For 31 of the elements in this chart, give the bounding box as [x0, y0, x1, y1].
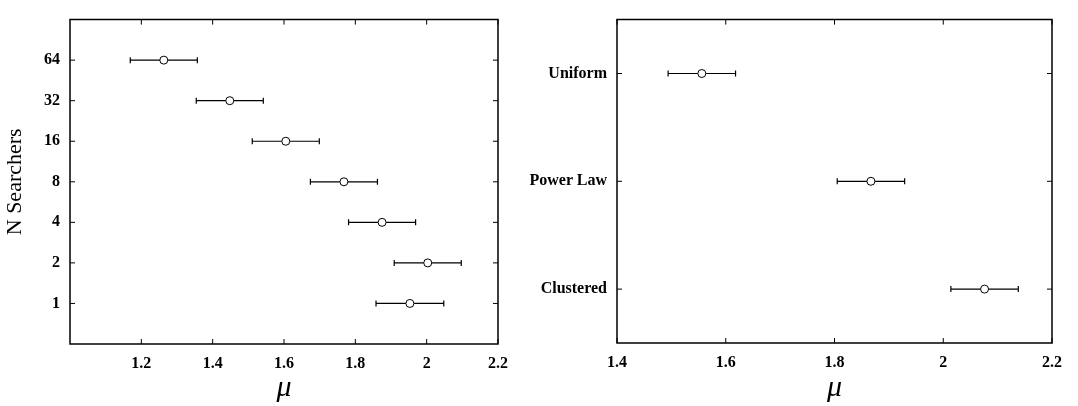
y-tick-label: Power Law	[529, 171, 608, 189]
y-tick-label: 64	[44, 50, 60, 68]
y-tick-label: 1	[52, 293, 60, 311]
point	[339, 177, 349, 187]
x-tick-label: 1.2	[131, 353, 152, 371]
y-tick-label: 8	[52, 171, 60, 189]
x-tick-label: 2	[422, 353, 431, 371]
x-tick-label: 1.4	[202, 353, 223, 371]
y-tick-label: 16	[44, 131, 60, 149]
x-axis-title: μ	[275, 368, 292, 402]
x-tick-label: 1.8	[824, 352, 845, 370]
point	[225, 96, 235, 106]
x-tick-label: 2.2	[488, 353, 508, 371]
x-tick-label: 1.8	[345, 353, 366, 371]
x-tick-label: 1.4	[607, 352, 627, 370]
point	[159, 55, 169, 65]
point	[281, 136, 291, 146]
point	[377, 217, 387, 227]
y-tick-label: 32	[44, 90, 60, 108]
y-tick-label: Clustered	[540, 279, 608, 297]
x-tick-label: 1.6	[274, 353, 294, 371]
y-tick-label: 4	[52, 212, 60, 230]
y-tick-label: Uniform	[548, 63, 608, 81]
point	[405, 298, 415, 308]
point	[423, 258, 433, 268]
x-tick-label: 2.2	[1042, 352, 1062, 370]
x-tick-label: 1.6	[715, 352, 736, 370]
y-axis-title: N Searchers	[0, 128, 26, 236]
x-tick-label: 2	[939, 352, 948, 370]
x-axis-title: μ	[825, 368, 843, 402]
y-tick-label: 2	[52, 253, 60, 271]
